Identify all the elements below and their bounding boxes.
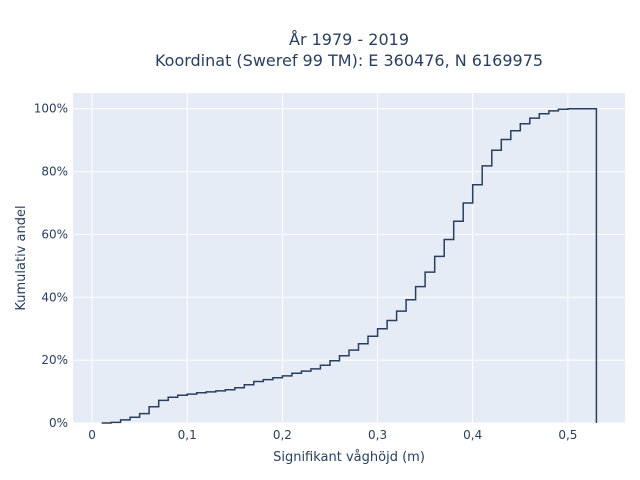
y-tick-label: 80%: [41, 165, 68, 179]
y-tick-label: 60%: [41, 227, 68, 241]
y-tick-label: 40%: [41, 290, 68, 304]
plot-area: [73, 93, 625, 423]
x-tick-label: 0: [88, 428, 96, 442]
x-tick-label: 0,4: [463, 428, 482, 442]
y-tick-label: 0%: [49, 416, 68, 430]
tick-labels: 0 0,1 0,2 0,3 0,4 0,5 0% 20% 40% 60% 80% 100%: [34, 102, 578, 442]
x-tick-label: 0,5: [558, 428, 577, 442]
chart-subtitle: Koordinat (Sweref 99 TM): E 360476, N 61…: [155, 51, 543, 70]
y-tick-label: 100%: [34, 102, 68, 116]
y-tick-label: 20%: [41, 353, 68, 367]
y-axis-title: Kumulativ andel: [14, 205, 29, 310]
x-axis-title: Signifikant våghöjd (m): [273, 450, 425, 465]
chart-title: År 1979 - 2019: [289, 30, 409, 49]
x-tick-label: 0,2: [273, 428, 292, 442]
cdf-step-line: [101, 107, 598, 424]
x-tick-label: 0,1: [178, 428, 197, 442]
grid: [73, 93, 625, 424]
x-tick-label: 0,3: [368, 428, 387, 442]
